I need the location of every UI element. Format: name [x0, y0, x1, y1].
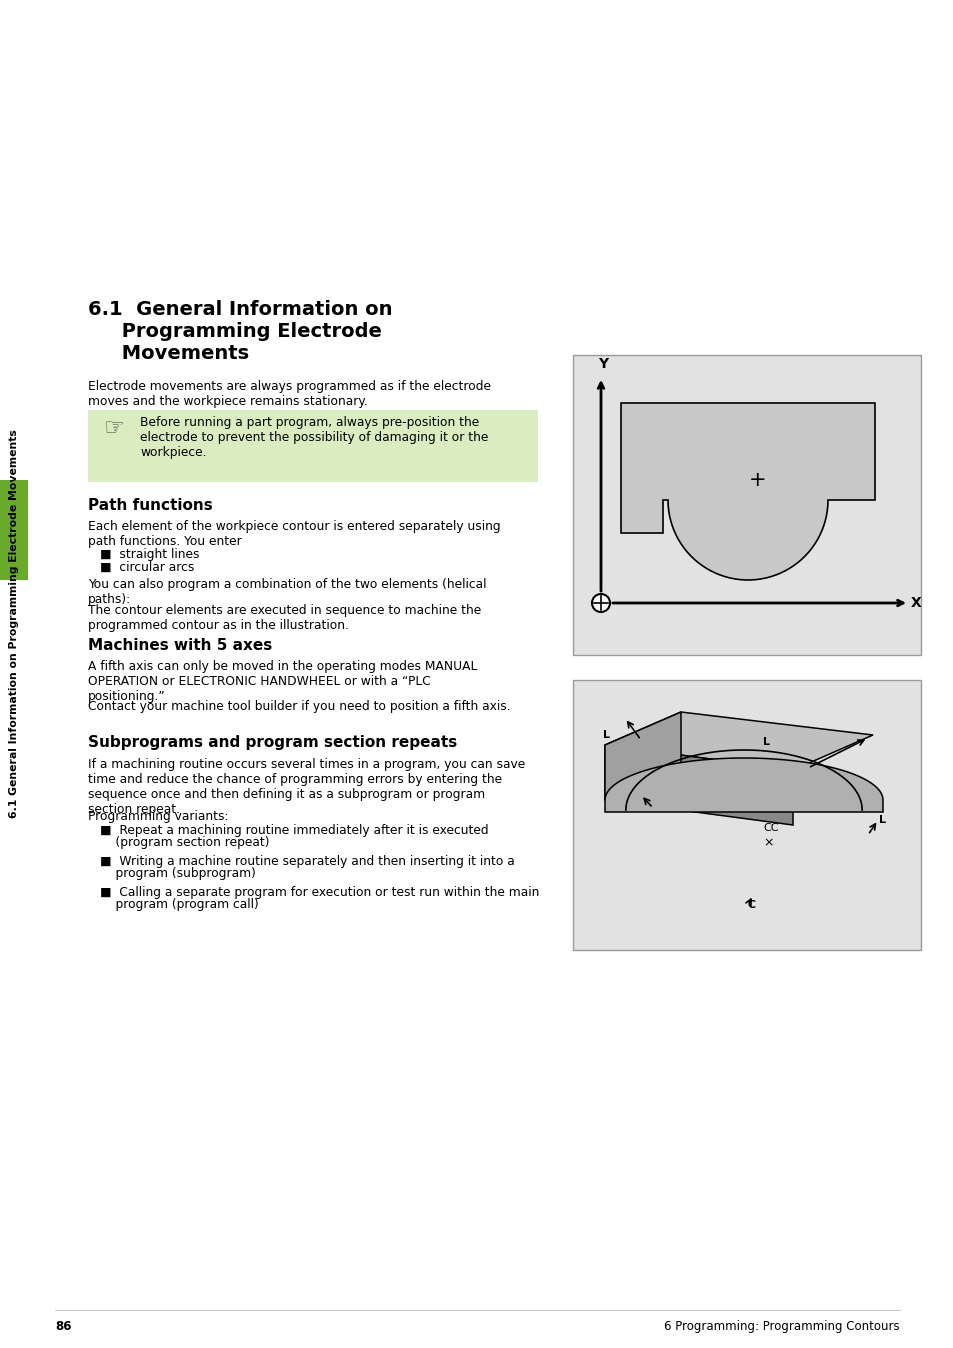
- Text: ☞: ☞: [104, 417, 125, 439]
- Bar: [573, 355, 920, 655]
- Text: You can also program a combination of the two elements (helical
paths):: You can also program a combination of th…: [88, 578, 486, 607]
- Text: 6.1  General Information on: 6.1 General Information on: [88, 301, 392, 319]
- Text: If a machining routine occurs several times in a program, you can save
time and : If a machining routine occurs several ti…: [88, 758, 525, 816]
- Text: +: +: [748, 470, 766, 491]
- Text: Path functions: Path functions: [88, 497, 213, 514]
- Text: program (subprogram): program (subprogram): [100, 867, 255, 880]
- Text: ×: ×: [762, 837, 773, 849]
- Text: 86: 86: [55, 1320, 71, 1333]
- Text: ■  Writing a machine routine separately and then inserting it into a: ■ Writing a machine routine separately a…: [100, 855, 515, 868]
- Text: L: L: [762, 737, 769, 747]
- Text: (program section repeat): (program section repeat): [100, 836, 269, 849]
- Text: The contour elements are executed in sequence to machine the
programmed contour : The contour elements are executed in seq…: [88, 604, 480, 632]
- Bar: [0, 480, 28, 580]
- Polygon shape: [604, 712, 680, 799]
- Text: A fifth axis can only be moved in the operating modes MANUAL
OPERATION or ELECTR: A fifth axis can only be moved in the op…: [88, 661, 476, 704]
- Text: Programming Electrode: Programming Electrode: [88, 322, 381, 341]
- Text: Machines with 5 axes: Machines with 5 axes: [88, 638, 272, 652]
- Polygon shape: [604, 745, 792, 825]
- Text: Y: Y: [598, 357, 607, 371]
- Bar: [573, 679, 920, 950]
- Text: Programming variants:: Programming variants:: [88, 810, 229, 824]
- Bar: [88, 410, 537, 483]
- Text: L: L: [602, 731, 609, 740]
- Polygon shape: [604, 712, 872, 770]
- Text: ■  Repeat a machining routine immediately after it is executed: ■ Repeat a machining routine immediately…: [100, 824, 488, 837]
- Text: Each element of the workpiece contour is entered separately using
path functions: Each element of the workpiece contour is…: [88, 520, 500, 549]
- Polygon shape: [620, 403, 874, 580]
- Text: Electrode movements are always programmed as if the electrode
moves and the work: Electrode movements are always programme…: [88, 380, 491, 408]
- Text: 6.1 General Information on Programming Electrode Movements: 6.1 General Information on Programming E…: [9, 430, 19, 818]
- Text: ■  circular arcs: ■ circular arcs: [100, 561, 194, 574]
- Text: ■  straight lines: ■ straight lines: [100, 549, 199, 561]
- Text: L: L: [655, 790, 661, 799]
- Text: Movements: Movements: [88, 344, 249, 363]
- Text: Contact your machine tool builder if you need to position a fifth axis.: Contact your machine tool builder if you…: [88, 700, 510, 713]
- Text: CC: CC: [762, 824, 778, 833]
- Text: Subprograms and program section repeats: Subprograms and program section repeats: [88, 735, 456, 749]
- Text: 6 Programming: Programming Contours: 6 Programming: Programming Contours: [663, 1320, 899, 1333]
- Text: C: C: [747, 900, 756, 910]
- Polygon shape: [604, 758, 882, 811]
- Text: L: L: [878, 816, 885, 825]
- Text: program (program call): program (program call): [100, 898, 258, 911]
- Circle shape: [592, 594, 609, 612]
- Text: ■  Calling a separate program for execution or test run within the main: ■ Calling a separate program for executi…: [100, 886, 538, 899]
- Text: Before running a part program, always pre-position the
electrode to prevent the : Before running a part program, always pr…: [140, 417, 488, 460]
- Text: X: X: [910, 596, 921, 611]
